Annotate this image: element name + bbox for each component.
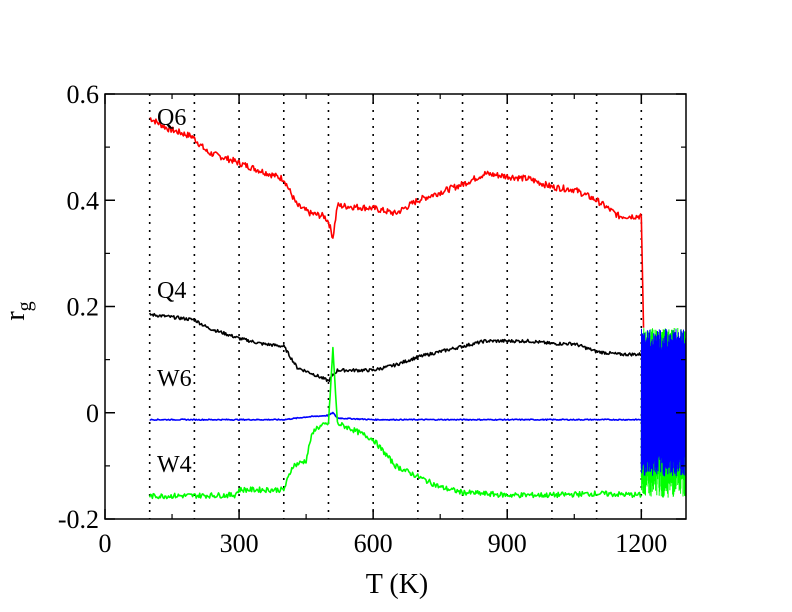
w6-oscillation	[640, 328, 687, 477]
x-axis-label: T (K)	[366, 569, 428, 600]
y-tick-label: 0	[86, 399, 99, 428]
vertical-dotted-lines	[148, 94, 643, 519]
y-tick-label: 0.6	[67, 80, 100, 109]
y-axis-label-main: r	[0, 311, 31, 321]
series-label-w6: W6	[157, 366, 192, 392]
x-tick-label: 900	[488, 529, 527, 558]
series-line-w4	[148, 346, 643, 500]
series-label-w4: W4	[157, 452, 192, 478]
series-line-q4	[148, 312, 642, 383]
series-line-q6	[149, 117, 643, 239]
y-tick-label: -0.2	[58, 505, 99, 534]
series-group	[148, 117, 687, 500]
tick-labels: 0 300 600 900 1200-0.200.20.40.6	[58, 80, 667, 558]
x-tick-label: 600	[354, 529, 393, 558]
plot-frame	[104, 93, 687, 520]
series-line-w6	[149, 411, 642, 421]
axis-ticks	[104, 93, 686, 520]
series-label-q4: Q4	[157, 278, 186, 304]
x-tick-label: 300	[220, 529, 259, 558]
x-tick-label: 1200	[615, 529, 667, 558]
svg-text:rg: rg	[0, 301, 36, 320]
x-tick-label: 0	[99, 529, 112, 558]
y-tick-label: 0.2	[67, 293, 100, 322]
y-axis-label-sub: g	[14, 301, 36, 311]
series-label-q6: Q6	[157, 105, 186, 131]
q6-drop-line	[640, 216, 645, 328]
y-tick-label: 0.4	[67, 186, 100, 215]
y-axis-label: rg	[0, 301, 36, 320]
